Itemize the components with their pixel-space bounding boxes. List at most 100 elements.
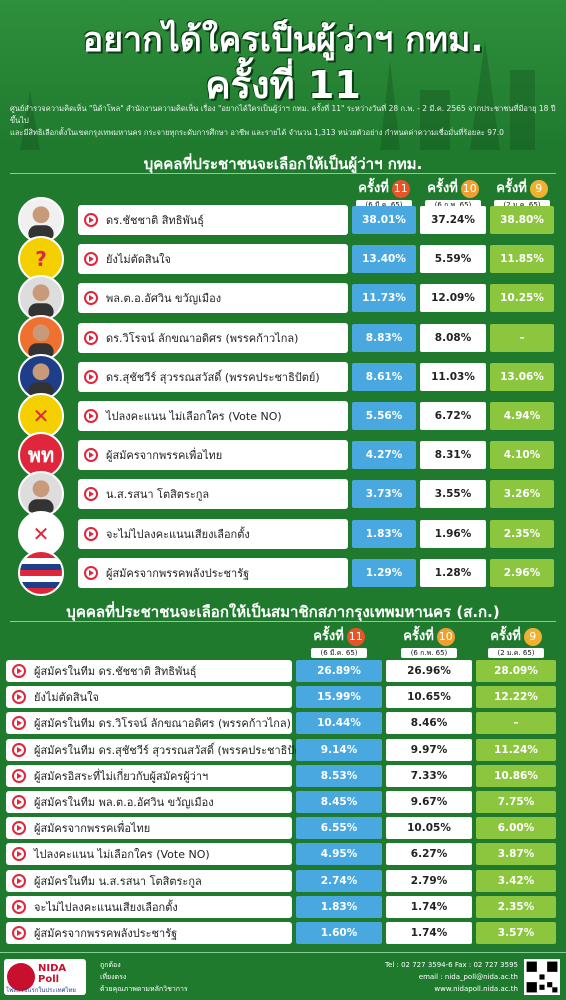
play-icon bbox=[12, 743, 26, 757]
candidate-row: ดร.วิโรจน์ ลักขณาอดิศร (พรรคก้าวไกล) bbox=[78, 323, 348, 353]
value-r11: 26.89% bbox=[296, 660, 382, 682]
play-icon bbox=[12, 900, 26, 914]
value-r9: – bbox=[476, 712, 556, 734]
section-divider bbox=[10, 621, 556, 622]
value-r10: 10.05% bbox=[386, 817, 472, 839]
council-row: ผู้สมัครในทีม น.ส.รสนา โตสิตระกูล bbox=[6, 870, 292, 892]
play-icon bbox=[12, 926, 26, 940]
round-label: ครั้งที่ bbox=[490, 629, 521, 644]
candidate-label: พล.ต.อ.อัศวิน ขวัญเมือง bbox=[106, 292, 222, 305]
candidate-label: น.ส.รสนา โตสิตระกูล bbox=[106, 488, 210, 501]
round-label: ครั้งที่ bbox=[427, 181, 458, 196]
value-r11: 8.61% bbox=[352, 363, 416, 391]
play-icon bbox=[84, 370, 98, 384]
candidate-row: ไปลงคะแนน ไม่เลือกใคร (Vote NO) bbox=[78, 401, 348, 431]
council-label: จะไม่ไปลงคะแนนเสียงเลือกตั้ง bbox=[34, 901, 178, 914]
council-label: ผู้สมัครอิสระที่ไม่เกี่ยวกับผู้สมัครผู้ว… bbox=[34, 770, 209, 783]
play-icon bbox=[84, 252, 98, 266]
candidate-row: ดร.สุชัชวีร์ สุวรรณสวัสดิ์ (พรรคประชาธิป… bbox=[78, 362, 348, 392]
section-council-title: บุคคลที่ประชาชนจะเลือกให้เป็นสมาชิกสภากร… bbox=[66, 603, 500, 621]
value-r10: 11.03% bbox=[420, 363, 486, 391]
slogan: ถูกต้อง เที่ยงตรง ด้วยคุณภาพตามหลักวิชาก… bbox=[100, 959, 188, 995]
play-icon bbox=[12, 847, 26, 861]
council-row: ยังไม่ตัดสินใจ bbox=[6, 686, 292, 708]
value-r11: 1.83% bbox=[352, 520, 416, 548]
value-r11: 2.74% bbox=[296, 870, 382, 892]
contact-tel: Tel : 02 727 3594-6 Fax : 02 727 3595 bbox=[384, 961, 518, 969]
council-label: ผู้สมัครในทีม ดร.สุชัชวีร์ สุวรรณสวัสดิ์… bbox=[34, 744, 313, 757]
value-r11: 11.73% bbox=[352, 284, 416, 312]
value-r11: 1.29% bbox=[352, 559, 416, 587]
value-r10: 2.79% bbox=[386, 870, 472, 892]
play-icon bbox=[12, 664, 26, 678]
value-r10: 9.67% bbox=[386, 791, 472, 813]
logo-subtext: โพลแห่งแรกในประเทศไทย bbox=[6, 987, 76, 994]
round-label: ครั้งที่ bbox=[403, 629, 434, 644]
value-r9: 4.10% bbox=[490, 441, 554, 469]
footer: NIDA Poll โพลแห่งแรกในประเทศไทย ถูกต้อง … bbox=[0, 952, 566, 1000]
value-r10: 9.97% bbox=[386, 739, 472, 761]
council-row: จะไม่ไปลงคะแนนเสียงเลือกตั้ง bbox=[6, 896, 292, 918]
council-row: ผู้สมัครจากพรรคเพื่อไทย bbox=[6, 817, 292, 839]
source-line-1: ศูนย์สำรวจความคิดเห็น "นิด้าโพล" สำนักงา… bbox=[10, 104, 556, 125]
value-r9: 2.96% bbox=[490, 559, 554, 587]
value-r10: 6.27% bbox=[386, 843, 472, 865]
value-r10: 1.74% bbox=[386, 896, 472, 918]
council-label: ผู้สมัครในทีม พล.ต.อ.อัศวิน ขวัญเมือง bbox=[34, 796, 214, 809]
candidate-row: ผู้สมัครจากพรรคเพื่อไทย bbox=[78, 440, 348, 470]
value-r11: 8.45% bbox=[296, 791, 382, 813]
play-icon bbox=[84, 331, 98, 345]
value-r11: 9.14% bbox=[296, 739, 382, 761]
value-r9: 28.09% bbox=[476, 660, 556, 682]
round-number-10: 10 bbox=[460, 180, 479, 198]
round-number-10: 10 bbox=[436, 628, 455, 646]
section-divider bbox=[10, 173, 556, 174]
candidate-label: ยังไม่ตัดสินใจ bbox=[106, 253, 171, 266]
council-row: ไปลงคะแนน ไม่เลือกใคร (Vote NO) bbox=[6, 843, 292, 865]
play-icon bbox=[84, 213, 98, 227]
value-r10: 26.96% bbox=[386, 660, 472, 682]
round-number-9: 9 bbox=[523, 628, 542, 646]
candidate-label: ไปลงคะแนน ไม่เลือกใคร (Vote NO) bbox=[106, 410, 282, 423]
value-r11: 1.83% bbox=[296, 896, 382, 918]
council-label: ผู้สมัครในทีม น.ส.รสนา โตสิตระกูล bbox=[34, 875, 202, 888]
round-date-10: (6 ก.พ. 65) bbox=[425, 200, 481, 210]
round-date-10: (6 ก.พ. 65) bbox=[401, 648, 457, 658]
source-line-2: และมีสิทธิเลือกตั้งในเขตกรุงเทพมหานคร กร… bbox=[10, 128, 504, 137]
candidate-label: ผู้สมัครจากพรรคเพื่อไทย bbox=[106, 449, 223, 462]
play-icon bbox=[12, 874, 26, 888]
value-r9: 11.24% bbox=[476, 739, 556, 761]
candidate-label: ดร.สุชัชวีร์ สุวรรณสวัสดิ์ (พรรคประชาธิป… bbox=[106, 371, 320, 384]
page-subtitle: ครั้งที่ 11 bbox=[205, 63, 361, 107]
col-head-r11: ครั้งที่ 11 (6 มี.ค. 65) bbox=[352, 177, 416, 210]
value-r11: 8.53% bbox=[296, 765, 382, 787]
value-r9: 6.00% bbox=[476, 817, 556, 839]
round-label: ครั้งที่ bbox=[358, 181, 389, 196]
header-banner: อยากได้ใครเป็นผู้ว่าฯ กทม. ครั้งที่ 11 ศ… bbox=[0, 0, 566, 150]
council-row: ผู้สมัครจากพรรคพลังประชารัฐ bbox=[6, 922, 292, 944]
council-label: ยังไม่ตัดสินใจ bbox=[34, 691, 99, 704]
value-r10: 8.08% bbox=[420, 324, 486, 352]
candidate-row: น.ส.รสนา โตสิตระกูล bbox=[78, 479, 348, 509]
city-skyline-graphic bbox=[20, 40, 535, 150]
value-r9: 7.75% bbox=[476, 791, 556, 813]
logo-text: NIDA Poll bbox=[38, 963, 67, 985]
play-icon bbox=[12, 690, 26, 704]
candidate-label: จะไม่ไปลงคะแนนเสียงเลือกตั้ง bbox=[106, 528, 250, 541]
council-label: ผู้สมัครจากพรรคพลังประชารัฐ bbox=[34, 927, 178, 940]
value-r10: 12.09% bbox=[420, 284, 486, 312]
value-r9: 3.42% bbox=[476, 870, 556, 892]
person-icon bbox=[18, 197, 64, 243]
page-title: อยากได้ใครเป็นผู้ว่าฯ กทม. bbox=[82, 20, 484, 60]
play-icon bbox=[84, 409, 98, 423]
value-r9: 3.87% bbox=[476, 843, 556, 865]
play-icon bbox=[84, 448, 98, 462]
council-row: ผู้สมัครอิสระที่ไม่เกี่ยวกับผู้สมัครผู้ว… bbox=[6, 765, 292, 787]
value-r10: 5.59% bbox=[420, 245, 486, 273]
value-r9: 10.25% bbox=[490, 284, 554, 312]
candidate-row: จะไม่ไปลงคะแนนเสียงเลือกตั้ง bbox=[78, 519, 348, 549]
council-label: ผู้สมัครในทีม ดร.วิโรจน์ ลักขณาอดิศร (พร… bbox=[34, 717, 291, 730]
slogan-line-3: ด้วยคุณภาพตามหลักวิชาการ bbox=[100, 985, 188, 993]
contact-web[interactable]: www.nidapoll.nida.ac.th bbox=[434, 985, 518, 993]
section-governor-title: บุคคลที่ประชาชนจะเลือกให้เป็นผู้ว่าฯ กทม… bbox=[143, 155, 423, 173]
